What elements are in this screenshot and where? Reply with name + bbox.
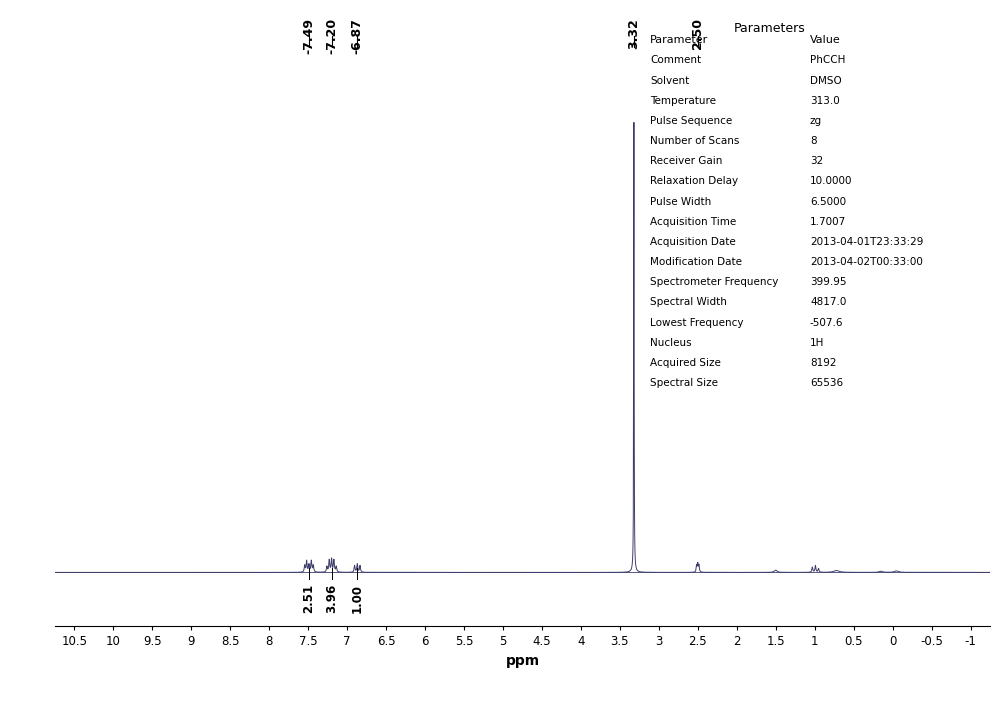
Text: Parameters: Parameters (734, 22, 806, 35)
Text: 4817.0: 4817.0 (810, 297, 846, 307)
X-axis label: ppm: ppm (505, 654, 540, 668)
Text: 8: 8 (810, 136, 817, 146)
Text: Pulse Width: Pulse Width (650, 197, 711, 207)
Text: 1.7007: 1.7007 (810, 217, 846, 227)
Text: 2013-04-01T23:33:29: 2013-04-01T23:33:29 (810, 237, 923, 247)
Text: 399.95: 399.95 (810, 277, 846, 287)
Text: 1H: 1H (810, 338, 824, 348)
Text: 10.0000: 10.0000 (810, 176, 852, 186)
Text: Pulse Sequence: Pulse Sequence (650, 116, 732, 126)
Text: 6.5000: 6.5000 (810, 197, 846, 207)
Text: Receiver Gain: Receiver Gain (650, 156, 722, 166)
Text: 65536: 65536 (810, 378, 843, 388)
Text: Temperature: Temperature (650, 96, 716, 106)
Text: Acquired Size: Acquired Size (650, 358, 721, 368)
Text: Nucleus: Nucleus (650, 338, 692, 348)
Text: DMSO: DMSO (810, 76, 842, 86)
Text: Relaxation Delay: Relaxation Delay (650, 176, 738, 186)
Text: 2.51: 2.51 (303, 584, 316, 613)
Text: 3.32: 3.32 (627, 18, 640, 49)
Text: -7.20: -7.20 (325, 18, 338, 54)
Text: 1.00: 1.00 (351, 584, 364, 613)
Text: -7.49: -7.49 (303, 18, 316, 54)
Text: Spectral Size: Spectral Size (650, 378, 718, 388)
Text: 8192: 8192 (810, 358, 836, 368)
Text: Spectral Width: Spectral Width (650, 297, 727, 307)
Text: 32: 32 (810, 156, 823, 166)
Text: 313.0: 313.0 (810, 96, 840, 106)
Text: Solvent: Solvent (650, 76, 689, 86)
Text: Acquisition Time: Acquisition Time (650, 217, 736, 227)
Text: Parameter: Parameter (650, 35, 708, 45)
Text: 3.96: 3.96 (325, 584, 338, 613)
Text: Modification Date: Modification Date (650, 257, 742, 267)
Text: -507.6: -507.6 (810, 318, 844, 328)
Text: Number of Scans: Number of Scans (650, 136, 739, 146)
Text: 2013-04-02T00:33:00: 2013-04-02T00:33:00 (810, 257, 923, 267)
Text: Acquisition Date: Acquisition Date (650, 237, 736, 247)
Text: -6.87: -6.87 (351, 18, 364, 54)
Text: Spectrometer Frequency: Spectrometer Frequency (650, 277, 778, 287)
Text: 2.50: 2.50 (691, 18, 704, 49)
Text: Comment: Comment (650, 55, 701, 66)
Text: Lowest Frequency: Lowest Frequency (650, 318, 744, 328)
Text: zg: zg (810, 116, 822, 126)
Text: PhCCH: PhCCH (810, 55, 845, 66)
Text: Value: Value (810, 35, 841, 45)
